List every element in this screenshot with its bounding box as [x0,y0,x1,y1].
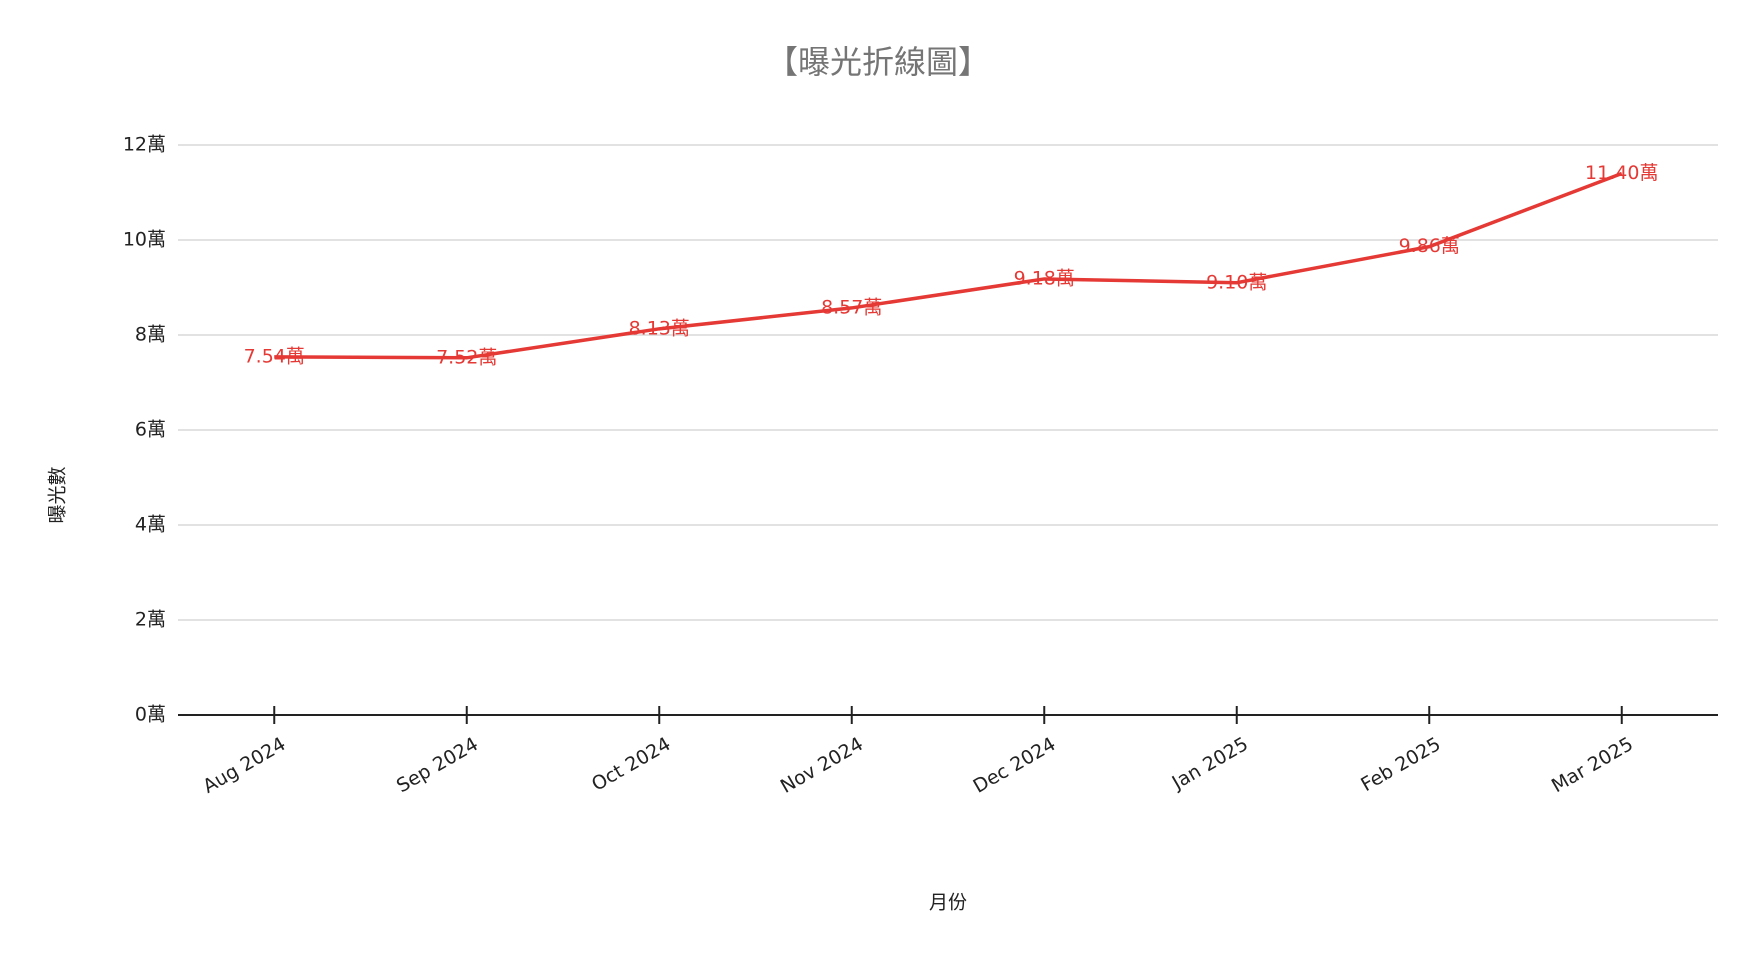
x-axis-label: 月份 [929,892,967,914]
x-tick-label: Oct 2024 [588,733,675,796]
y-tick-label: 12萬 [123,134,166,156]
data-label: 7.54萬 [244,345,305,367]
data-label: 9.86萬 [1399,235,1460,257]
data-label: 7.52萬 [436,346,497,368]
y-axis-label: 曝光數 [47,466,69,523]
data-label: 9.10萬 [1206,271,1267,293]
y-tick-label: 6萬 [135,419,166,441]
x-tick-label: Aug 2024 [199,733,289,798]
x-tick-label: Dec 2024 [970,733,1060,798]
data-label: 8.57萬 [821,296,882,318]
x-tick-label: Mar 2025 [1548,733,1637,797]
y-tick-label: 8萬 [135,324,166,346]
data-label: 8.13萬 [629,317,690,339]
data-label: 11.40萬 [1585,162,1658,184]
y-tick-label: 10萬 [123,229,166,251]
line [274,171,1623,360]
y-tick-label: 0萬 [135,704,166,726]
y-tick-label: 4萬 [135,514,166,536]
x-tick-label: Jan 2025 [1168,733,1252,794]
x-tick-label: Feb 2025 [1357,733,1444,796]
x-tick-label: Nov 2024 [777,733,867,798]
y-tick-label: 2萬 [135,609,166,631]
data-label: 9.18萬 [1014,267,1075,289]
x-tick-label: Sep 2024 [393,733,482,797]
chart-title: 【曝光折線圖】 [766,43,990,81]
